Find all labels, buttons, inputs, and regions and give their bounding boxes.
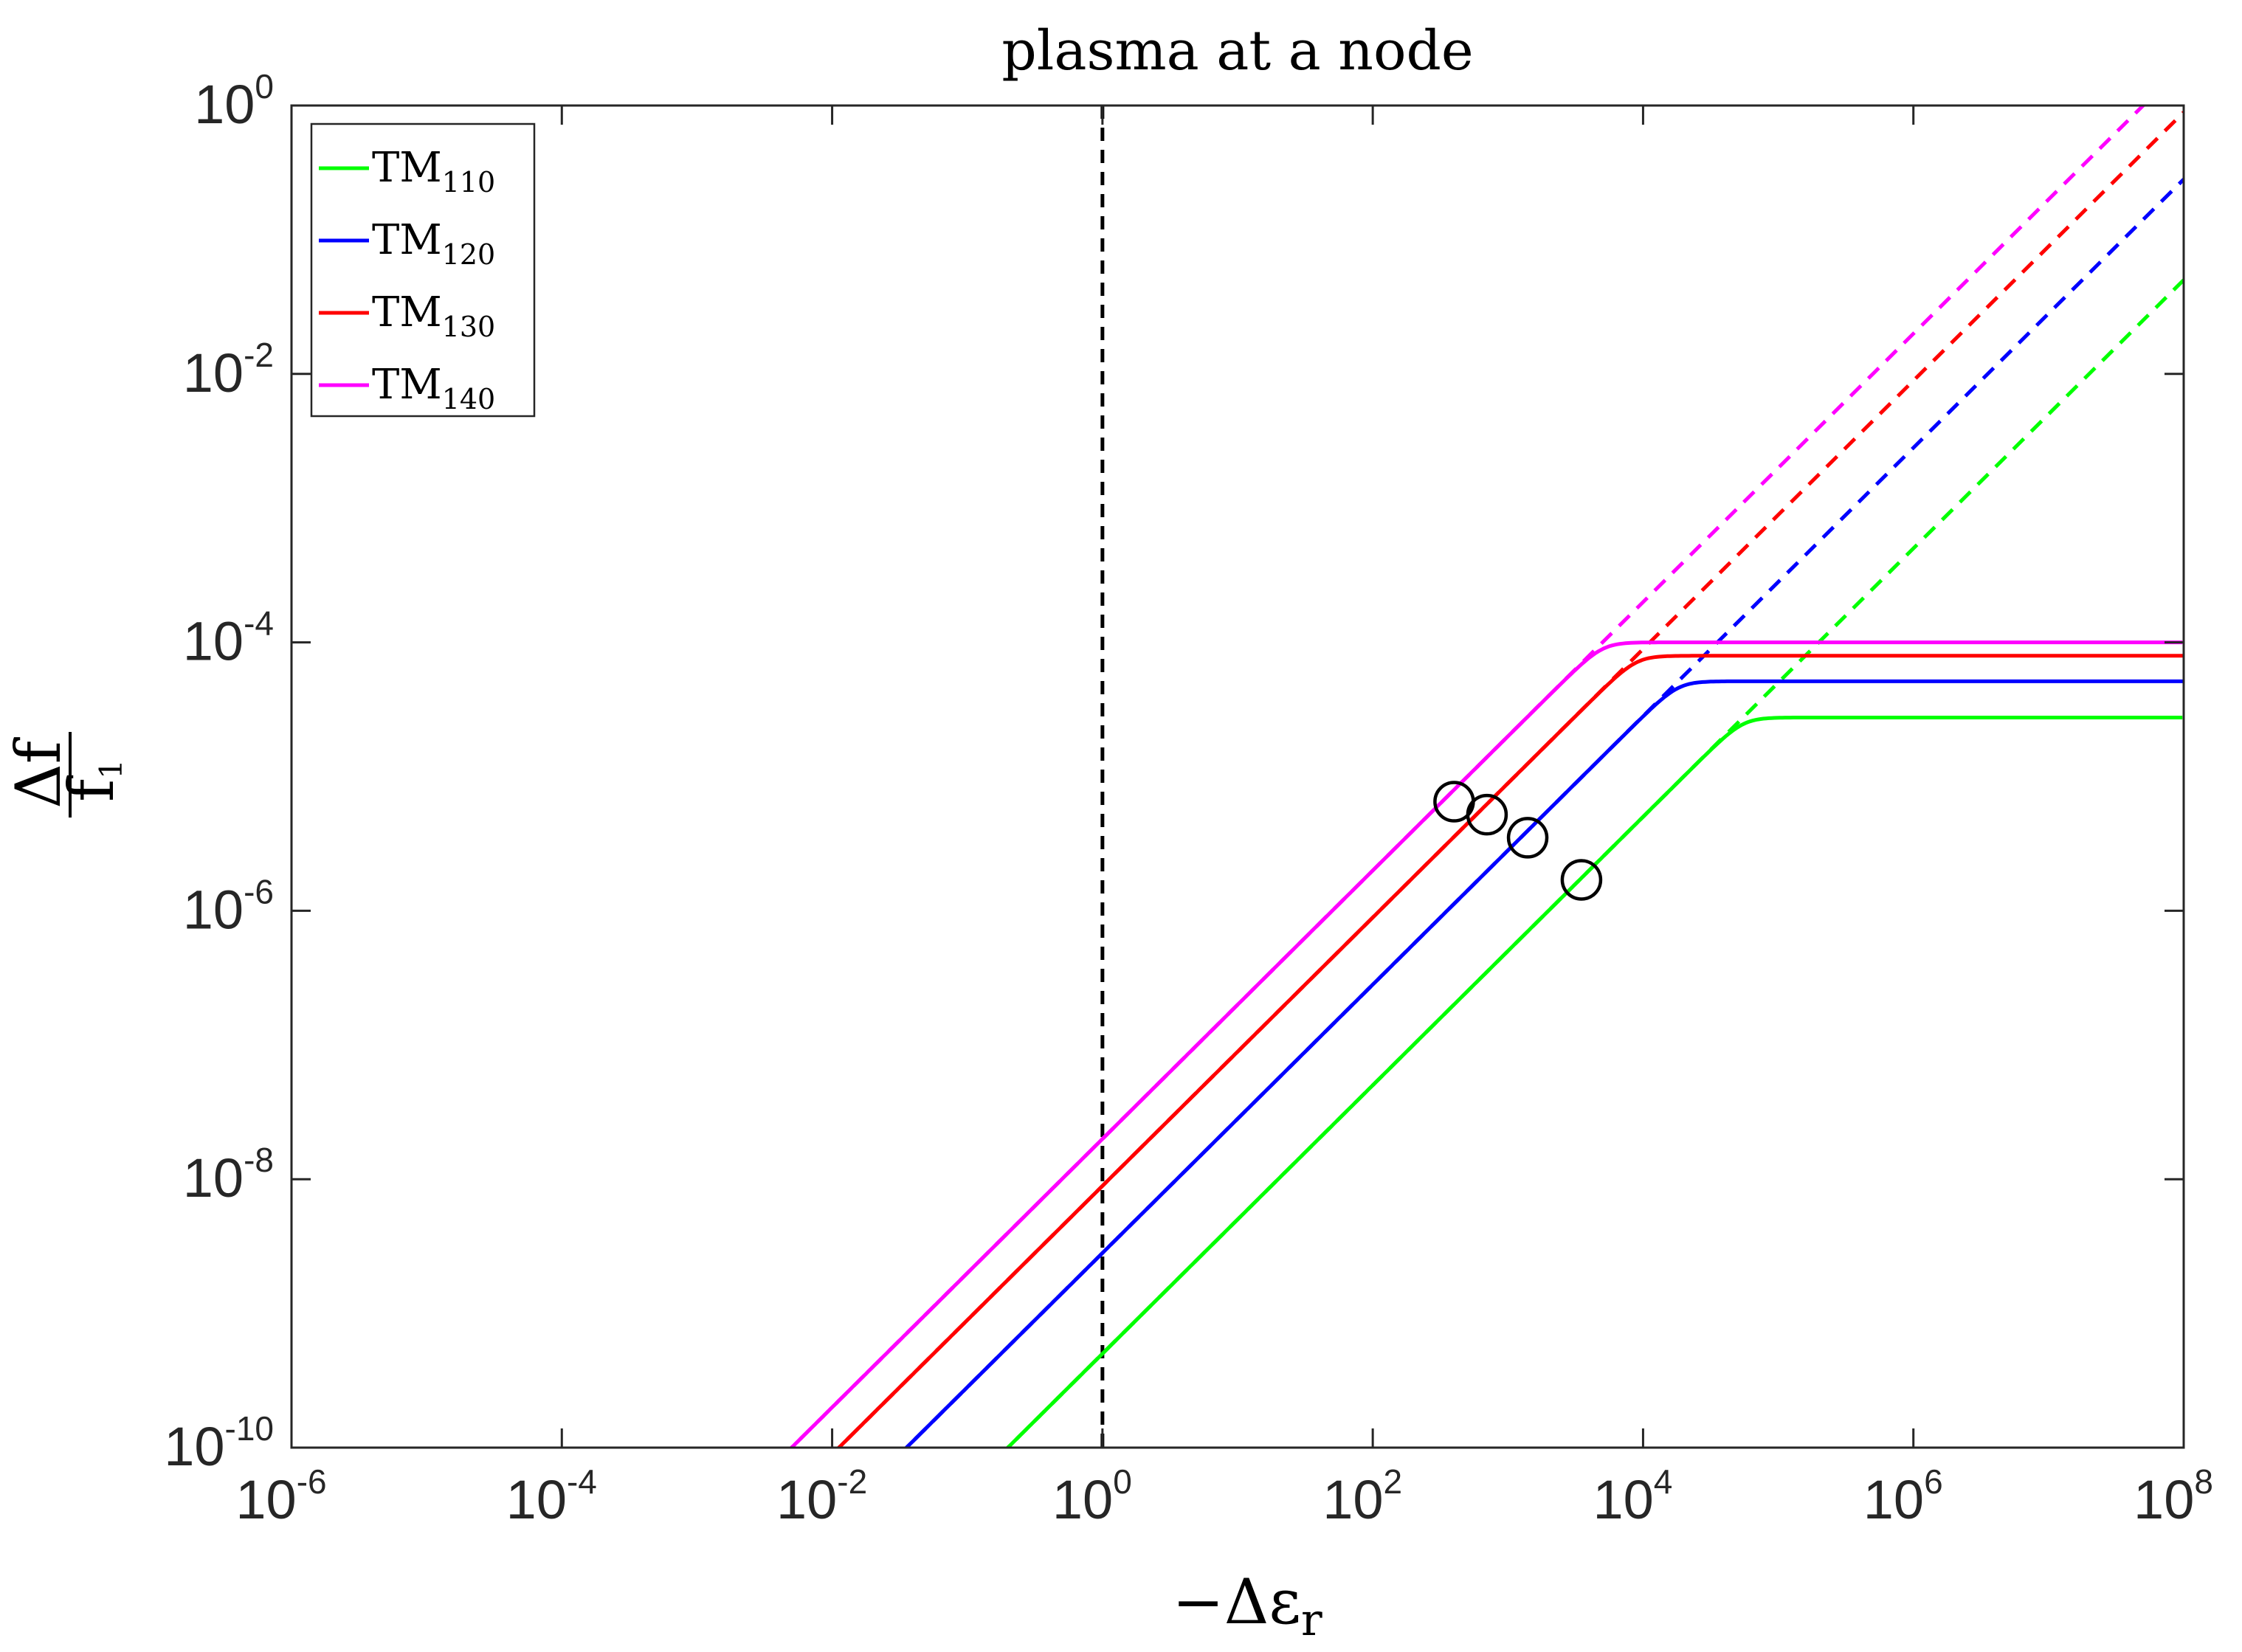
x-tick-label: 100 (1052, 1462, 1132, 1530)
x-tick-label: 10-2 (776, 1462, 867, 1530)
x-tick-label: 108 (2134, 1462, 2213, 1530)
y-tick-label: 10-4 (183, 604, 274, 672)
y-tick-label: 10-10 (164, 1409, 274, 1477)
legend-label-130: TM130 (372, 288, 495, 343)
legend-label-120: TM120 (372, 216, 495, 271)
y-tick-label: 100 (194, 67, 274, 135)
y-tick-label: 10-8 (183, 1141, 274, 1209)
axes-box (290, 104, 2185, 1449)
plot-area (292, 106, 2184, 1448)
x-tick-label: 106 (1863, 1462, 1943, 1530)
y-tick-label: 10-6 (183, 872, 274, 940)
svg-text:f1: f1 (55, 759, 129, 802)
y-tick-label: 10-2 (183, 336, 274, 404)
x-tick-label: 10-4 (506, 1462, 597, 1530)
circle-marker-110 (1560, 859, 1603, 901)
svg-text:Δf: Δf (2, 736, 75, 809)
legend: TM110 TM120 TM130 TM140 (310, 122, 536, 418)
y-axis-label: Δf f1 (2, 732, 129, 818)
legend-label-140: TM140 (372, 361, 495, 415)
x-axis-label: −Δεr (1172, 1566, 1322, 1646)
x-tick-label: 104 (1593, 1462, 1672, 1530)
circle-marker-140 (1433, 781, 1475, 823)
series-line-110 (1005, 716, 2183, 1448)
series-line-120 (903, 679, 2184, 1448)
x-tick-label: 10-6 (235, 1462, 326, 1530)
x-tick-label: 102 (1322, 1462, 1402, 1530)
circle-marker-120 (1506, 817, 1549, 859)
chart-title: plasma at a node (1001, 19, 1473, 83)
legend-label-110: TM110 (372, 144, 495, 198)
series-line-140 (789, 640, 2183, 1448)
series-line-130 (836, 654, 2184, 1448)
